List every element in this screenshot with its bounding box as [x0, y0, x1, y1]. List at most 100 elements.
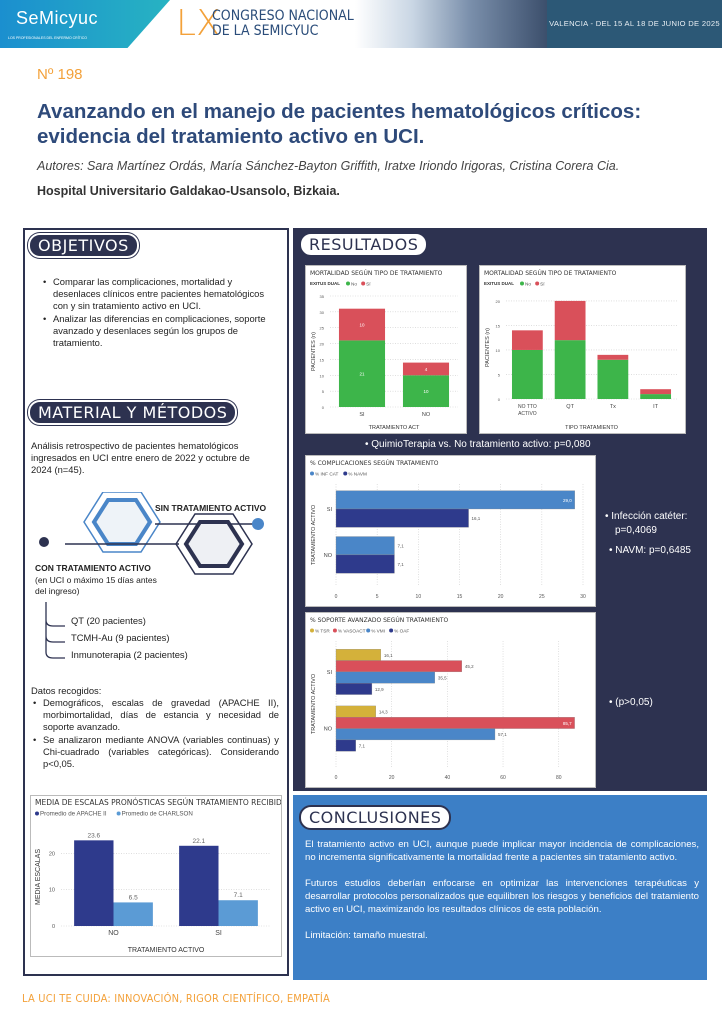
metodos-intro: Análisis retrospectivo de pacientes hema… — [31, 440, 250, 475]
conclusion-paragraph: El tratamiento activo en UCI, aunque pue… — [305, 839, 699, 863]
chart-title: % COMPLICACIONES SEGÚN TRATAMIENTO — [310, 460, 439, 467]
mortality-pvalue-note: • QuimioTerapia vs. No tratamiento activ… — [365, 439, 591, 450]
authors: Autores: Sara Martínez Ordás, María Sánc… — [37, 159, 620, 173]
congress-roman-numeral: LX — [176, 3, 221, 44]
data-label: 57,1 — [498, 732, 507, 737]
tick-label: 15 — [457, 594, 463, 600]
chart-title: MORTALIDAD SEGÚN TIPO DE TRATAMIENTO — [484, 270, 617, 277]
datos-item: Demográficos, escalas de gravedad (APACH… — [31, 697, 279, 733]
tick-label: 15 — [320, 357, 325, 362]
data-label: 23.6 — [87, 832, 100, 839]
legend-swatch — [332, 628, 337, 633]
bar-segment — [402, 362, 450, 376]
hospital: Hospital Universitario Galdakao-Usansolo… — [37, 184, 340, 198]
chart-mortalidad-1-svg: MORTALIDAD SEGÚN TIPO DE TRATAMIENTO EXIT… — [310, 270, 458, 431]
legend-swatch — [535, 281, 540, 286]
note-text: NAVM: p=0,6485 — [615, 545, 691, 556]
tick-label: 15 — [496, 323, 501, 328]
conclusiones-heading: CONCLUSIONES — [299, 805, 452, 830]
chart-soporte-svg: % SOPORTE AVANZADO SEGÚN TRATAMIENTO % TS… — [310, 617, 575, 781]
note-text: (p>0,05) — [615, 697, 653, 708]
logo-name: SeMicyuc — [16, 8, 99, 28]
legend-label: % INF CAT — [315, 472, 338, 477]
tick-label: 20 — [320, 342, 325, 347]
data-label: 35,5 — [438, 676, 447, 681]
support-pvalue-note: • (p>0,05) — [609, 697, 653, 708]
bar-segment — [597, 359, 629, 399]
data-label: 7,1 — [397, 544, 404, 549]
legend-swatch — [35, 811, 39, 816]
data-label: 21 — [359, 372, 365, 377]
legend-label: Promedio de APACHE II — [40, 811, 107, 818]
tick-label: 35 — [320, 294, 325, 299]
chart-escalas-svg: MEDIA DE ESCALAS PRONÓSTICAS SEGÚN TRATA… — [35, 798, 281, 954]
bar — [335, 717, 575, 729]
data-label: 85,7 — [563, 721, 572, 726]
category-label: NO TTO — [518, 404, 537, 410]
objetivo-item: Analizar las diferencias en complicacion… — [41, 313, 277, 349]
hexagon-con-tratamiento — [183, 520, 245, 568]
chart-escalas-pronosticas: MEDIA DE ESCALAS PRONÓSTICAS SEGÚN TRATA… — [30, 795, 282, 957]
legend-swatch — [346, 281, 350, 286]
dot-sin-tratamiento — [252, 518, 264, 530]
hexagon-diagram — [65, 492, 264, 575]
con-tratamiento-label: CON TRATAMIENTO ACTIVO — [35, 563, 151, 573]
bar-segment — [338, 308, 386, 341]
legend-swatch — [520, 281, 524, 286]
bar — [335, 671, 435, 684]
bar-segment — [554, 340, 586, 399]
bar — [335, 683, 373, 695]
legend-label: No — [351, 282, 357, 287]
bar — [335, 739, 356, 752]
data-label: 22.1 — [192, 838, 205, 845]
tick-label: 0 — [335, 594, 338, 600]
legend-title: EXITUS DUAL — [310, 281, 340, 286]
con-tratamiento-note: (en UCI o máximo 15 días antes del ingre… — [35, 575, 157, 596]
conclusion-paragraph: Futuros estudios deberían enfocarse en o… — [305, 878, 699, 915]
category-label: NO — [324, 727, 333, 733]
bar-segment — [511, 330, 543, 350]
category-label: Tx — [610, 404, 616, 410]
hexagon-sin-tratamiento — [91, 498, 153, 546]
logo-tagline: LOS PROFESIONALES DEL ENFERMO CRÍTICO — [8, 36, 88, 40]
chart-mortalidad-tratamiento-activo: MORTALIDAD SEGÚN TIPO DE TRATAMIENTO EXIT… — [305, 265, 467, 434]
data-label: 12,9 — [375, 687, 384, 692]
legend-title: EXITUS DUAL — [484, 281, 514, 286]
bar — [74, 840, 114, 926]
tick-label: 20 — [498, 594, 504, 600]
tick-label: 25 — [320, 326, 325, 331]
tick-label: 25 — [539, 594, 545, 600]
metodos-heading: MATERIAL Y MÉTODOS — [28, 400, 238, 425]
bar-segment — [597, 354, 629, 360]
data-label: 10 — [359, 323, 365, 328]
tick-label: 5 — [498, 372, 501, 377]
bar-segment — [402, 375, 450, 407]
tick-label: 5 — [322, 389, 325, 394]
bar — [335, 554, 395, 574]
subgroup-qt: QT (20 pacientes) — [71, 615, 146, 626]
bar — [335, 490, 575, 510]
hexagon-outline-light — [83, 492, 161, 553]
x-axis-label: TRATAMIENTO ACTIVO — [128, 947, 205, 954]
valencia-architecture-photo — [355, 0, 547, 48]
category-label: NO — [422, 412, 431, 418]
category-label-cont: ACTIVO — [518, 411, 537, 417]
note-infeccion-cateter: • Infección catéter: p=0,4069 — [605, 511, 688, 536]
poster-title: Avanzando en el manejo de pacientes hema… — [37, 100, 642, 148]
bar — [335, 536, 395, 556]
mortality-note-text: QuimioTerapia vs. No tratamiento activo:… — [371, 439, 591, 450]
legend-label: % VMI — [371, 629, 385, 634]
tick-label: 20 — [389, 775, 395, 781]
chart-soporte-avanzado: % SOPORTE AVANZADO SEGÚN TRATAMIENTO % TS… — [305, 612, 596, 788]
category-label: SI — [215, 930, 222, 937]
legend-label: % VASOACT — [338, 629, 366, 634]
legend-swatch — [389, 628, 394, 633]
bar — [113, 902, 153, 926]
tick-label: 20 — [49, 851, 55, 857]
data-label: 7,1 — [359, 744, 366, 749]
data-label: 10 — [423, 389, 429, 394]
legend-label: No — [525, 282, 531, 287]
congress-name: CONGRESO NACIONAL DE LA SEMICYUC — [212, 9, 354, 39]
y-axis-label: PACIENTES (n) — [311, 332, 317, 371]
bar — [335, 660, 462, 673]
